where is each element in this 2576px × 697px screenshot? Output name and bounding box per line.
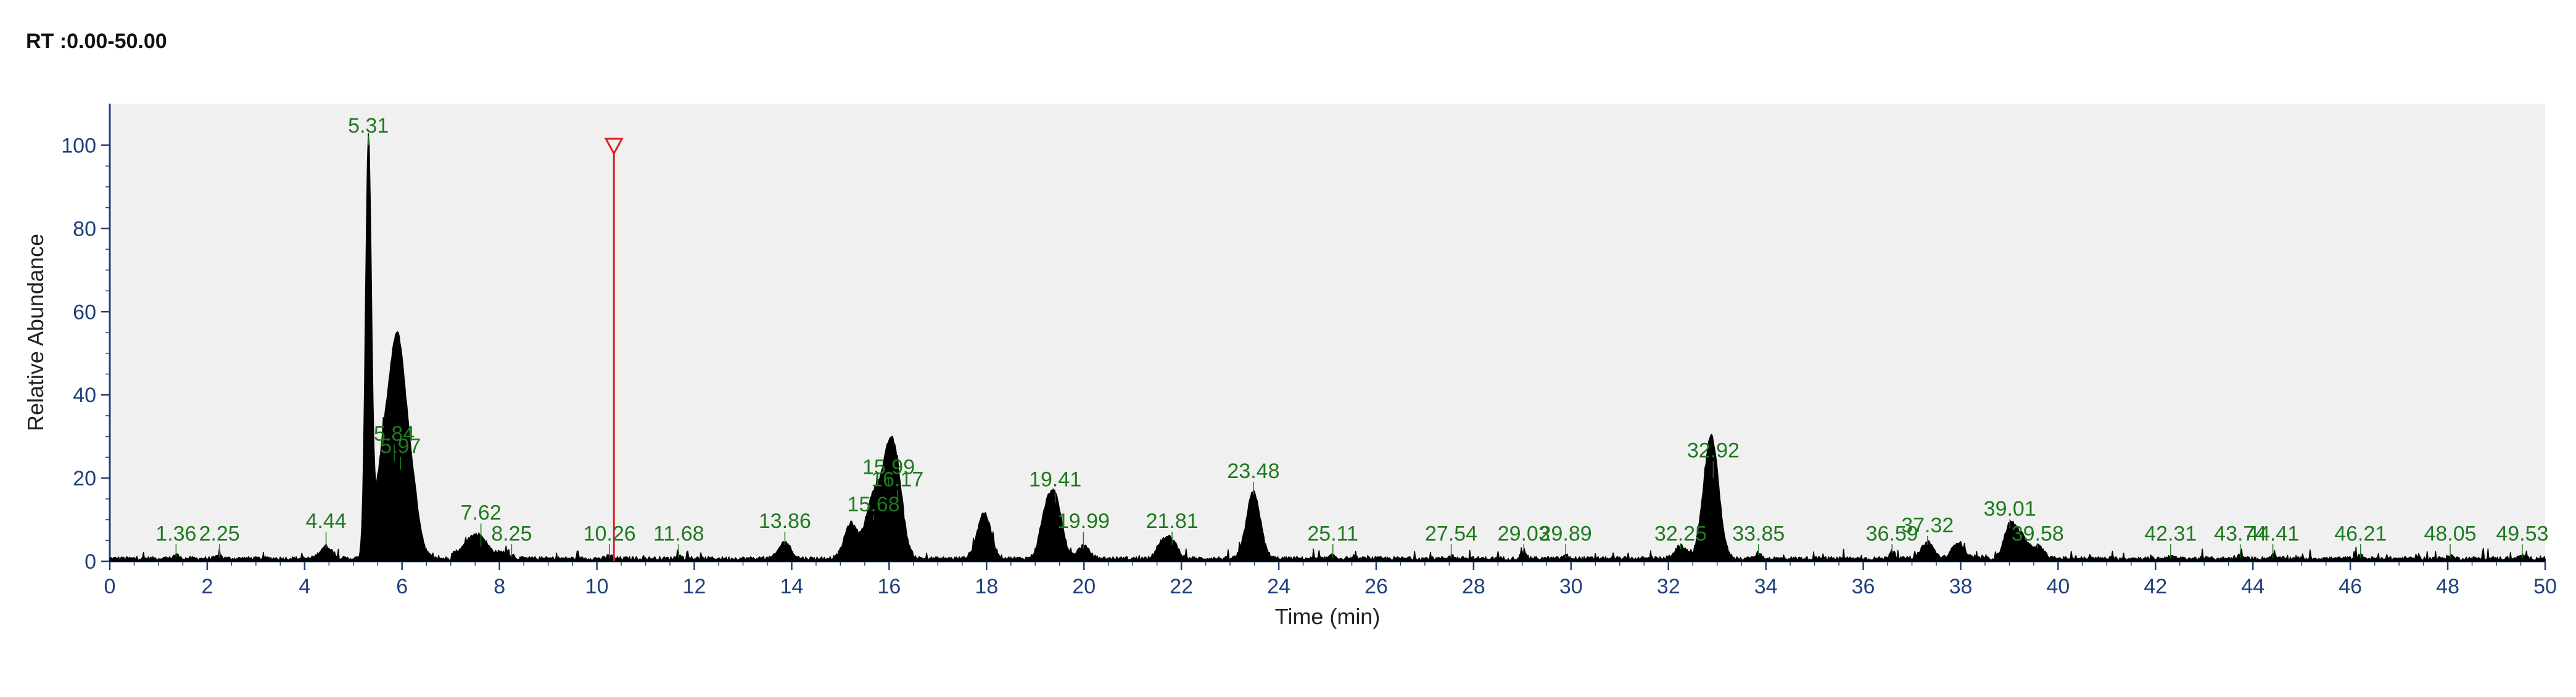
peak-label: 25.11 <box>1307 522 1358 545</box>
peak-label: 5.31 <box>348 114 389 138</box>
y-tick-label: 0 <box>85 550 96 574</box>
axes: 0 2 4 6 8 10 12 14 16 18 20 22 24 26 28 30 32 34 36 38 40 42 4… <box>61 104 2557 598</box>
x-tick-label: 12 <box>683 575 706 598</box>
peak-label: 39.01 <box>1984 497 2036 521</box>
peak-label: 43.74 <box>2214 522 2266 545</box>
x-tick-label: 26 <box>1364 575 1388 598</box>
x-axis-title: Time (min) <box>1275 604 1381 629</box>
peak-label: 11.68 <box>653 522 704 545</box>
peak-label: 2.25 <box>199 522 240 545</box>
y-tick-label: 80 <box>73 217 96 241</box>
peak-label: 37.32 <box>1901 514 1954 537</box>
chromatogram-trace <box>109 133 2546 562</box>
y-axis-title: Relative Abundance <box>23 234 48 431</box>
peak-label: 21.81 <box>1146 509 1199 533</box>
x-tick-label: 30 <box>1559 575 1583 598</box>
y-tick-label: 100 <box>61 134 96 157</box>
peak-label: 23.48 <box>1227 460 1279 483</box>
peak-label: 15.68 <box>848 493 900 516</box>
x-tick-label: 40 <box>2046 575 2070 598</box>
x-tick-label: 50 <box>2533 575 2557 598</box>
x-tick-label: 16 <box>877 575 901 598</box>
peak-label: 8.25 <box>491 522 532 545</box>
x-tick-label: 42 <box>2144 575 2167 598</box>
peak-label: 46.21 <box>2334 522 2387 545</box>
x-tick-label: 18 <box>975 575 998 598</box>
x-tick-label: 46 <box>2339 575 2362 598</box>
peak-label: 42.31 <box>2144 522 2197 545</box>
x-tick-label: 10 <box>585 575 609 598</box>
y-tick-label: 20 <box>73 467 96 490</box>
x-tick-label: 6 <box>396 575 408 598</box>
peak-label: 16.17 <box>871 468 923 492</box>
peak-label: 19.41 <box>1029 468 1081 492</box>
x-tick-label: 14 <box>780 575 804 598</box>
x-tick-label: 32 <box>1657 575 1680 598</box>
peak-label: 1.36 <box>155 522 196 545</box>
peak-label: 44.41 <box>2247 522 2299 545</box>
marker-layer <box>604 138 624 561</box>
rt-marker-triangle <box>604 138 624 156</box>
y-tick-label: 40 <box>73 384 96 407</box>
x-tick-label: 34 <box>1754 575 1778 598</box>
x-tick-label: 36 <box>1852 575 1875 598</box>
peak-label: 29.89 <box>1540 522 1592 545</box>
peak-label: 27.54 <box>1425 522 1477 545</box>
peak-label: 13.86 <box>759 509 811 533</box>
peak-label: 32.25 <box>1654 522 1707 545</box>
x-tick-label: 22 <box>1170 575 1193 598</box>
peak-label: 32.92 <box>1687 439 1740 462</box>
peak-label: 5.97 <box>380 435 421 458</box>
x-tick-label: 28 <box>1462 575 1485 598</box>
x-tick-label: 20 <box>1072 575 1096 598</box>
peak-label: 10.26 <box>584 522 636 545</box>
x-tick-label: 24 <box>1267 575 1290 598</box>
x-tick-label: 44 <box>2241 575 2264 598</box>
peak-label: 15.99 <box>862 455 915 479</box>
peak-label: 36.59 <box>1866 522 1918 545</box>
rt-range-label: RT :0.00-50.00 <box>26 30 167 53</box>
x-tick-label: 38 <box>1949 575 1973 598</box>
trace-layer <box>109 133 2546 562</box>
x-tick-label: 0 <box>104 575 116 598</box>
x-tick-label: 4 <box>299 575 310 598</box>
y-tick-label: 60 <box>73 300 96 324</box>
peak-label: 5.84 <box>374 422 415 445</box>
x-tick-label: 8 <box>493 575 505 598</box>
peak-labels: 1.36 2.25 4.44 5.31 5.845.97 7.628.25 10.26 11.… <box>155 114 2548 558</box>
x-tick-label: 48 <box>2436 575 2459 598</box>
plot-background <box>110 104 2545 561</box>
peak-label: 39.58 <box>2012 522 2064 545</box>
peak-label: 33.85 <box>1732 522 1785 545</box>
peak-label: 7.62 <box>461 501 502 525</box>
peak-label: 49.53 <box>2496 522 2548 545</box>
x-tick-label: 2 <box>201 575 213 598</box>
peak-label: 4.44 <box>305 509 346 533</box>
peak-label: 48.05 <box>2424 522 2476 545</box>
peak-label: 19.99 <box>1057 509 1110 533</box>
peak-label: 29.03 <box>1498 522 1550 545</box>
